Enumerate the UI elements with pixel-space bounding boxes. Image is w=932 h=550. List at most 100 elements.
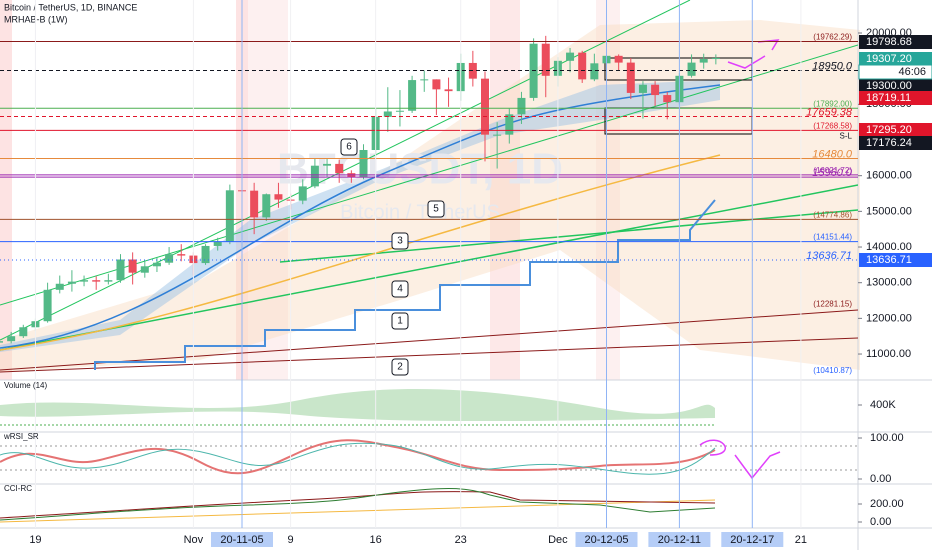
- countdown: 46:06: [898, 66, 926, 78]
- x-tick-label: 16: [370, 534, 382, 546]
- candle-body: [80, 280, 89, 282]
- candle-body: [626, 62, 635, 93]
- candle-body: [420, 79, 429, 81]
- level-label: 13636.71: [806, 250, 852, 262]
- y-tick-label: 12000.00: [866, 312, 912, 324]
- pane-tick-label: 200.00: [870, 498, 904, 510]
- candle-body: [262, 194, 271, 218]
- x-tick-label: 20-11-05: [220, 534, 263, 546]
- x-tick-box: [575, 532, 638, 547]
- price-tag-label: 17176.24: [866, 137, 912, 149]
- candle-body: [614, 55, 623, 63]
- candle-body: [590, 63, 599, 80]
- x-tick-label: Nov: [184, 534, 204, 546]
- wave-box: [391, 280, 409, 298]
- candle-body: [638, 84, 647, 93]
- candle-body: [7, 336, 16, 342]
- wave-label: 2: [397, 362, 403, 373]
- level-label: 17659.38: [806, 106, 853, 118]
- wave-label: 3: [397, 236, 403, 247]
- volume-pane: [0, 388, 715, 426]
- cci-pane: [0, 487, 716, 523]
- price-tag: [859, 91, 932, 105]
- x-tick-label: 19: [29, 534, 41, 546]
- level-label: (14151.44): [813, 233, 852, 242]
- wave-label: 4: [397, 284, 403, 295]
- pane-tick-label: 0.00: [870, 473, 891, 485]
- candle-body: [408, 80, 417, 111]
- candle-body: [444, 89, 453, 92]
- candle-body: [140, 266, 149, 273]
- countdown-box: [858, 64, 932, 80]
- y-tick-label: 15000.00: [866, 205, 912, 217]
- x-tick-label: Dec: [548, 534, 568, 546]
- pane-tick-label: 400K: [870, 399, 896, 411]
- price-tag-label: 19307.20: [866, 53, 912, 65]
- price-tag-label: 13636.71: [866, 254, 912, 266]
- x-tick-label: 20-12-17: [730, 534, 774, 546]
- level-label: (14774.86): [813, 210, 852, 219]
- candle-body: [505, 114, 514, 135]
- candle-body: [298, 186, 307, 201]
- price-tag-label: 19300.00: [866, 80, 912, 92]
- candle-body: [225, 190, 234, 242]
- candle-body: [578, 52, 587, 80]
- candle-body: [43, 289, 52, 322]
- candle-body: [687, 62, 696, 76]
- level-label: 18950.0: [812, 60, 853, 72]
- price-tag-label: 18719.11: [866, 92, 911, 104]
- candle-body: [116, 259, 125, 281]
- candle-body: [274, 194, 283, 200]
- x-tick-label: 20-12-11: [658, 534, 701, 546]
- pane-tick-label: 0.00: [870, 516, 891, 528]
- x-tick-label: 21: [795, 534, 807, 546]
- candle-body: [152, 262, 161, 267]
- x-tick-label: 9: [288, 534, 294, 546]
- plot: BTCUSDT, 1D Bitcoin / TetherUS (19762.29…: [0, 0, 858, 376]
- level-label: (10410.87): [813, 366, 852, 375]
- candle-body: [359, 149, 368, 178]
- price-tag: [859, 79, 932, 93]
- y-tick-label: 13000.00: [866, 277, 912, 289]
- x-tick-box: [211, 532, 273, 547]
- x-tick-label: 23: [455, 534, 467, 546]
- y-tick-label: 11000.00: [866, 348, 911, 360]
- watermark: BTCUSDT, 1D: [277, 145, 563, 194]
- level-label: 15960.0: [812, 167, 853, 179]
- candle-body: [663, 95, 672, 103]
- price-tag: [859, 253, 932, 267]
- pane-title: wRSI_SR: [3, 432, 39, 441]
- candle-body: [165, 254, 174, 263]
- candle-body: [493, 134, 502, 136]
- candle-body: [177, 254, 186, 256]
- level-label: (16021.72): [813, 166, 852, 175]
- x-tick-label: 20-12-05: [584, 534, 628, 546]
- wave-label: 1: [397, 316, 403, 327]
- wave-label: 6: [346, 142, 352, 153]
- candle-body: [699, 59, 708, 63]
- level-label: (12281.15): [813, 299, 852, 308]
- candle-body: [213, 241, 222, 246]
- candle-body: [566, 52, 575, 61]
- y-tick-label: 16000.00: [866, 170, 912, 182]
- price-tag: [859, 35, 932, 49]
- candle-body: [250, 190, 259, 218]
- wave-box: [340, 138, 358, 156]
- candle-body: [541, 43, 550, 76]
- level-label: 16480.0: [812, 148, 853, 160]
- candle-body: [651, 84, 660, 96]
- level-label: (19762.29): [813, 33, 852, 42]
- candle-body: [310, 165, 319, 187]
- x-tick-box: [721, 532, 784, 547]
- candle-body: [201, 245, 210, 264]
- wave-label: 5: [433, 204, 439, 215]
- x-tick-box: [648, 532, 711, 547]
- candle-body: [67, 281, 76, 284]
- level-label: (17268.58): [813, 122, 852, 131]
- title: Bitcoin / TetherUS, 1D, BINANCE: [4, 2, 137, 12]
- candle-body: [104, 280, 113, 282]
- sl-label: S-L: [840, 132, 853, 141]
